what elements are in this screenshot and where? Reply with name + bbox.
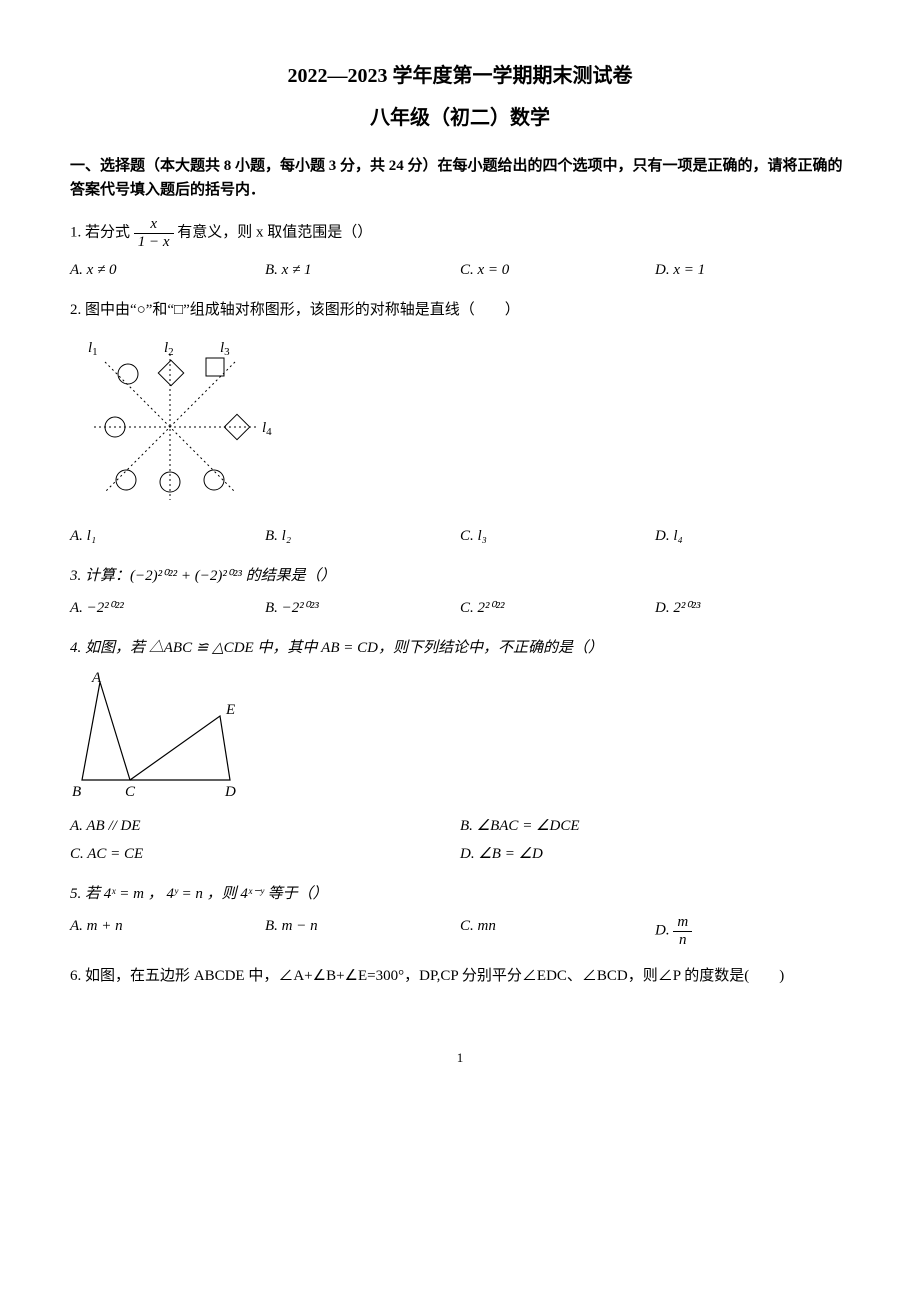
svg-text:l2: l2	[164, 340, 174, 358]
svg-text:l4: l4	[262, 420, 272, 438]
q4-figure: A B C D E	[70, 670, 850, 802]
q2-opt-c: C. l₃	[460, 522, 655, 550]
svg-text:l3: l3	[220, 340, 230, 358]
q1-prefix: 1. 若分式	[70, 224, 130, 240]
page-number: 1	[70, 1048, 850, 1069]
q1-opt-b: B. x ≠ 1	[265, 256, 460, 284]
svg-text:E: E	[225, 702, 235, 718]
question-6: 6. 如图，在五边形 ABCDE 中，∠A+∠B+∠E=300°，DP,CP 分…	[70, 964, 850, 988]
q1-frac-num: x	[134, 216, 174, 234]
question-4: 4. 如图，若 △ABC ≌ △CDE 中，其中 AB = CD，则下列结论中，…	[70, 636, 850, 660]
section-1-heading: 一、选择题（本大题共 8 小题，每小题 3 分，共 24 分）在每小题给出的四个…	[70, 154, 850, 202]
q3-opt-a: A. −2²⁰²²	[70, 594, 265, 622]
question-1: 1. 若分式 x 1 − x 有意义，则 x 取值范围是（）	[70, 216, 850, 250]
svg-text:C: C	[125, 784, 136, 800]
svg-text:B: B	[72, 784, 81, 800]
q3-opt-b: B. −2²⁰²³	[265, 594, 460, 622]
q2-opt-d: D. l₄	[655, 522, 850, 550]
q1-suffix: 有意义，则 x 取值范围是（）	[177, 224, 372, 240]
svg-text:l1: l1	[88, 340, 98, 358]
q1-options: A. x ≠ 0 B. x ≠ 1 C. x = 0 D. x = 1	[70, 256, 850, 284]
q2-opt-b: B. l₂	[265, 522, 460, 550]
q3-options: A. −2²⁰²² B. −2²⁰²³ C. 2²⁰²² D. 2²⁰²³	[70, 594, 850, 622]
q5-options: A. m + n B. m − n C. mn D. m n	[70, 912, 850, 950]
q5-opt-d-den: n	[673, 932, 692, 949]
q5-opt-d-prefix: D.	[655, 922, 673, 938]
exam-sub-title: 八年级（初二）数学	[70, 102, 850, 134]
q5-opt-c: C. mn	[460, 912, 655, 950]
svg-text:D: D	[224, 784, 236, 800]
q3-opt-c: C. 2²⁰²²	[460, 594, 655, 622]
q5-opt-d: D. m n	[655, 912, 850, 950]
exam-main-title: 2022—2023 学年度第一学期期末测试卷	[70, 60, 850, 92]
q4-opt-d: D. ∠B = ∠D	[460, 840, 850, 868]
q4-opt-c: C. AC = CE	[70, 840, 460, 868]
q5-opt-a: A. m + n	[70, 912, 265, 950]
q4-options: A. AB // DE B. ∠BAC = ∠DCE C. AC = CE D.…	[70, 812, 850, 868]
q1-opt-d: D. x = 1	[655, 256, 850, 284]
q2-opt-a: A. l₁	[70, 522, 265, 550]
q3-opt-d: D. 2²⁰²³	[655, 594, 850, 622]
question-2: 2. 图中由“○”和“□”组成轴对称图形，该图形的对称轴是直线（ ）	[70, 298, 850, 322]
q4-opt-b: B. ∠BAC = ∠DCE	[460, 812, 850, 840]
q4-text: 4. 如图，若 △ABC ≌ △CDE 中，其中 AB = CD，则下列结论中，…	[70, 640, 603, 656]
q1-frac-den: 1 − x	[134, 234, 174, 251]
question-3: 3. 计算：(−2)²⁰²² + (−2)²⁰²³ 的结果是（）	[70, 564, 850, 588]
q5-opt-b: B. m − n	[265, 912, 460, 950]
q2-options: A. l₁ B. l₂ C. l₃ D. l₄	[70, 522, 850, 550]
q1-opt-a: A. x ≠ 0	[70, 256, 265, 284]
q5-opt-d-num: m	[673, 914, 692, 932]
q1-fraction: x 1 − x	[134, 216, 174, 250]
q4-opt-a: A. AB // DE	[70, 812, 460, 840]
q2-figure: l1 l2 l3 l4	[70, 332, 850, 512]
q1-opt-c: C. x = 0	[460, 256, 655, 284]
question-5: 5. 若 4ˣ = m ， 4ʸ = n ，则 4ˣ⁻ʸ 等于（）	[70, 882, 850, 906]
svg-text:A: A	[91, 670, 102, 686]
